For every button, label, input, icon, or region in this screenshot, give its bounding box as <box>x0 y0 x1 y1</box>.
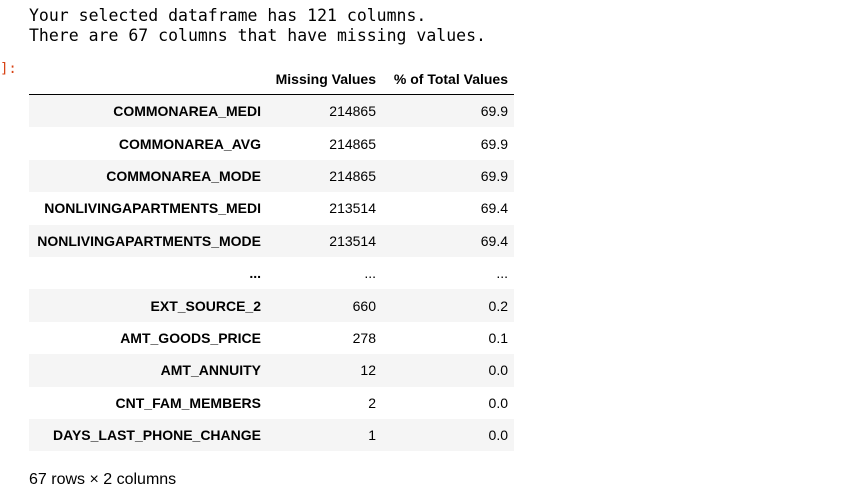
missing-values-cell: ... <box>364 265 376 282</box>
output-prompt: ]: <box>0 61 17 77</box>
column-header-percent-total: % of Total Values <box>382 63 514 95</box>
table-row: NONLIVINGAPARTMENTS_MEDI 213514 69.4 <box>29 192 514 224</box>
percent-total-cell: ... <box>496 265 508 282</box>
percent-total-cell: 69.4 <box>480 200 508 217</box>
table-row: AMT_GOODS_PRICE 278 0.1 <box>29 322 514 354</box>
table-row: COMMONAREA_MODE 214865 69.9 <box>29 159 514 193</box>
missing-values-cell: 278 <box>352 329 376 346</box>
table-row: COMMONAREA_AVG 214865 69.9 <box>29 127 514 159</box>
percent-total-cell: 69.9 <box>480 167 508 184</box>
percent-total-cell: 69.9 <box>480 103 508 120</box>
missing-values-cell: 213514 <box>329 200 376 217</box>
percent-total-cell: 0.1 <box>488 329 508 346</box>
percent-total-cell: 69.4 <box>480 232 508 249</box>
percent-total-cell: 69.9 <box>480 135 508 152</box>
row-index: EXT_SOURCE_2 <box>150 297 261 314</box>
table-header-row: Missing Values % of Total Values <box>29 63 514 95</box>
missing-values-cell: 213514 <box>329 232 376 249</box>
row-index: ... <box>249 265 261 282</box>
index-header <box>29 63 267 95</box>
table-row: CNT_FAM_MEMBERS 2 0.0 <box>29 387 514 419</box>
output-line-2: There are 67 columns that have missing v… <box>29 26 486 45</box>
row-index: NONLIVINGAPARTMENTS_MODE <box>37 232 261 249</box>
row-index: DAYS_LAST_PHONE_CHANGE <box>53 427 261 444</box>
table-row: DAYS_LAST_PHONE_CHANGE 1 0.0 <box>29 418 514 452</box>
missing-values-cell: 2 <box>368 394 376 411</box>
row-index: CNT_FAM_MEMBERS <box>115 394 261 411</box>
row-index: COMMONAREA_AVG <box>118 135 261 152</box>
missing-values-cell: 214865 <box>329 167 376 184</box>
table-row: AMT_ANNUITY 12 0.0 <box>29 354 514 387</box>
cell-output-text: Your selected dataframe has 121 columns.… <box>29 6 486 46</box>
dataframe-shape-label: 67 rows × 2 columns <box>29 471 177 488</box>
table-row: EXT_SOURCE_2 660 0.2 <box>29 289 514 322</box>
row-index: COMMONAREA_MEDI <box>113 103 261 120</box>
row-index: NONLIVINGAPARTMENTS_MEDI <box>44 200 261 217</box>
percent-total-cell: 0.2 <box>488 297 508 314</box>
table-row: NONLIVINGAPARTMENTS_MODE 213514 69.4 <box>29 224 514 257</box>
percent-total-cell: 0.0 <box>488 362 508 379</box>
table-row: COMMONAREA_MEDI 214865 69.9 <box>29 94 514 128</box>
dataframe-table: Missing Values % of Total Values COMMONA… <box>29 63 514 452</box>
column-header-missing-values: Missing Values <box>267 63 382 95</box>
percent-total-cell: 0.0 <box>488 394 508 411</box>
output-line-1: Your selected dataframe has 121 columns. <box>29 6 427 25</box>
row-index: COMMONAREA_MODE <box>106 167 261 184</box>
missing-values-cell: 1 <box>368 427 376 444</box>
missing-values-cell: 12 <box>360 362 376 379</box>
missing-values-cell: 214865 <box>329 103 376 120</box>
table-row-ellipsis: ... ... ... <box>29 257 514 289</box>
row-index: AMT_GOODS_PRICE <box>120 329 261 346</box>
row-index: AMT_ANNUITY <box>160 362 261 379</box>
missing-values-cell: 660 <box>352 297 376 314</box>
percent-total-cell: 0.0 <box>488 427 508 444</box>
missing-values-cell: 214865 <box>329 135 376 152</box>
